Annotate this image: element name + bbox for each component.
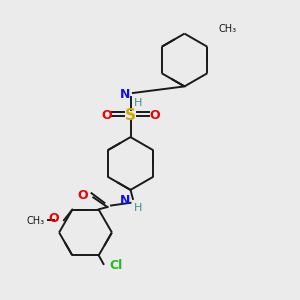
Text: CH₃: CH₃ xyxy=(218,23,236,34)
Text: S: S xyxy=(125,108,136,123)
Text: N: N xyxy=(120,88,130,101)
Text: CH₃: CH₃ xyxy=(27,215,45,226)
Text: O: O xyxy=(149,109,160,122)
Text: O: O xyxy=(49,212,59,226)
Text: Cl: Cl xyxy=(110,259,123,272)
Text: H: H xyxy=(134,98,142,107)
Text: H: H xyxy=(134,203,142,213)
Text: N: N xyxy=(120,194,130,207)
Text: O: O xyxy=(78,189,88,202)
Text: O: O xyxy=(101,109,112,122)
